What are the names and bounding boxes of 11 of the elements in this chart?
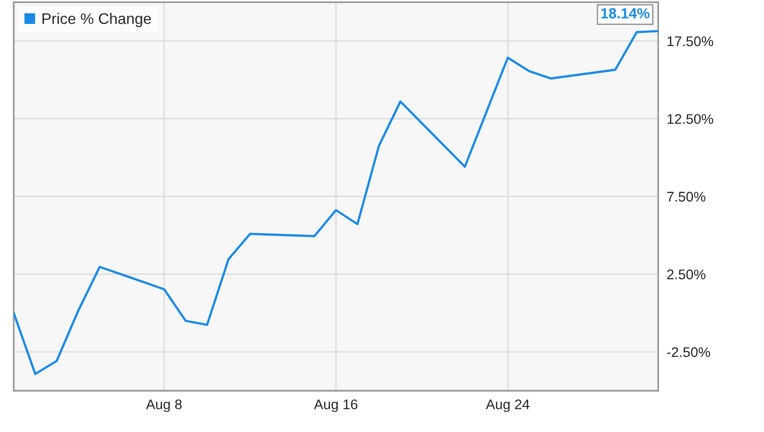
x-tick-label: Aug 16 (314, 399, 358, 412)
y-tick-label: 17.50% (668, 36, 714, 46)
legend-label: Price % Change (42, 12, 151, 28)
y-tick-label: 2.50% (667, 270, 706, 280)
y-tick-label: 7.50% (667, 192, 706, 202)
x-tick-label: Aug 24 (486, 399, 530, 412)
line-series (14, 30, 658, 376)
y-tick-label: 12.50% (668, 114, 714, 124)
x-tick-label: Aug 8 (146, 399, 182, 412)
y-tick-label: -2.50% (667, 347, 710, 358)
data-label: 18.14% (601, 8, 650, 18)
